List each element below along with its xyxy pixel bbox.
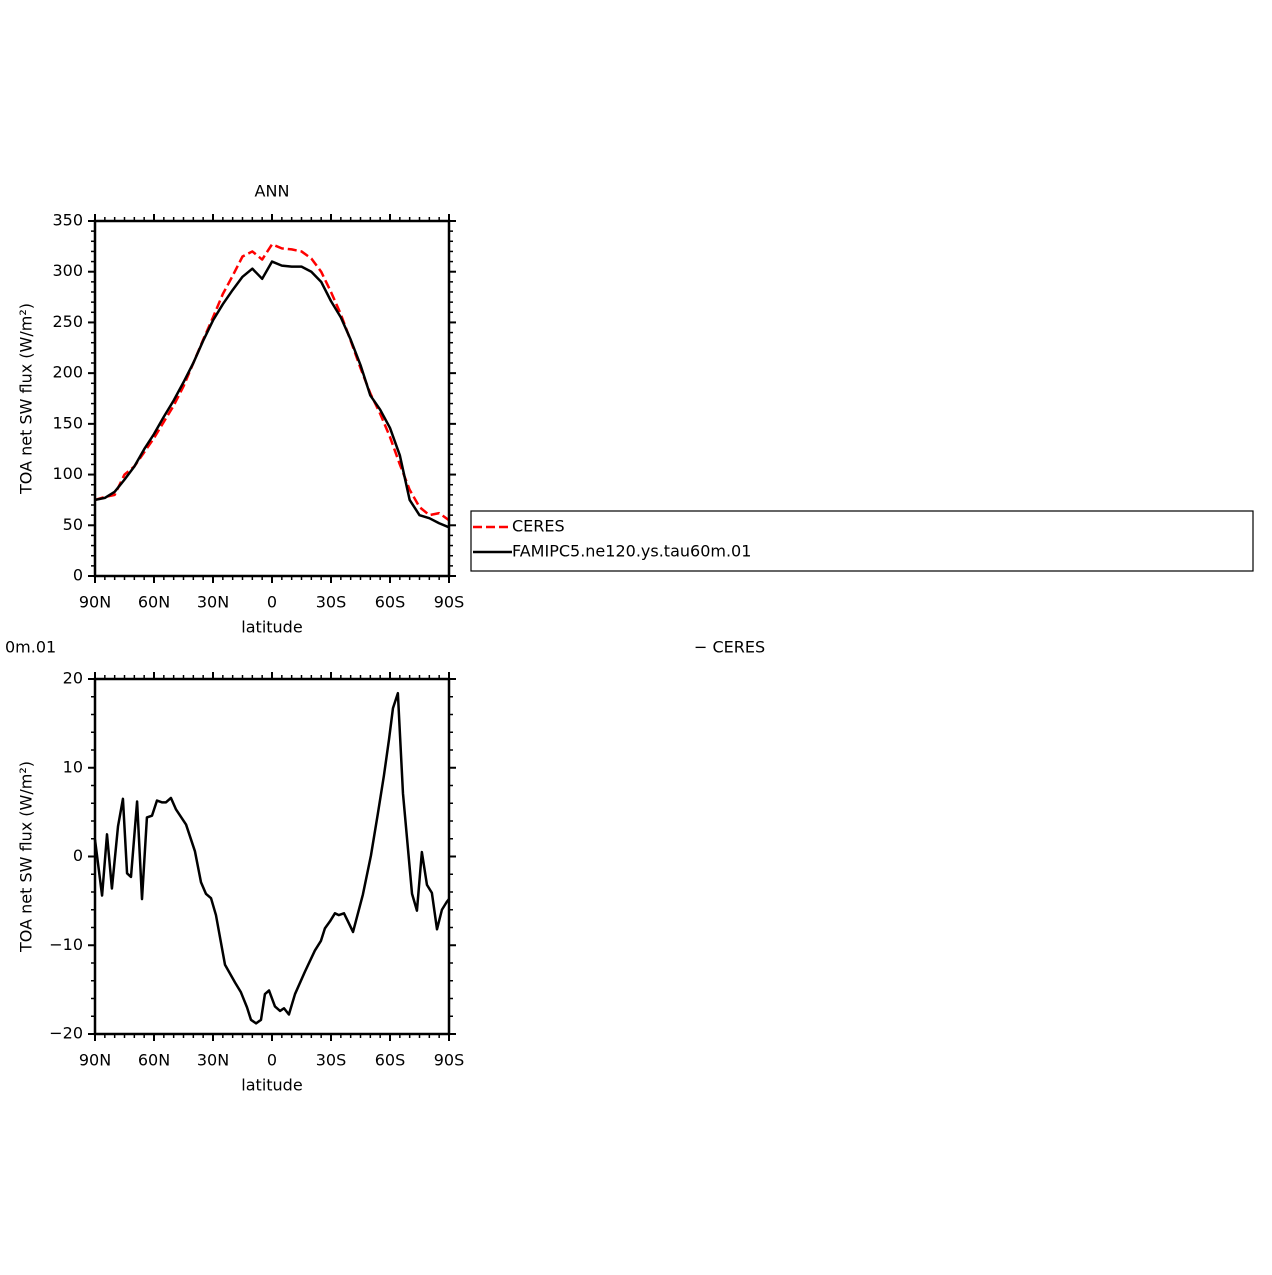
chart-title-fragment: 0m.01 [5, 638, 56, 657]
legend-label: FAMIPC5.ne120.ys.tau60m.01 [512, 542, 751, 561]
y-tick-label: −10 [49, 935, 83, 954]
data-line [94, 243, 450, 522]
y-tick-label: 50 [63, 515, 83, 534]
x-tick-label: 60S [375, 1051, 406, 1070]
y-tick-label: 100 [52, 464, 83, 483]
y-axis-label: TOA net SW flux (W/m²) [17, 303, 36, 495]
x-tick-label: 90N [79, 1051, 111, 1070]
x-tick-label: 0 [267, 1051, 277, 1070]
x-tick-label: 90S [434, 1051, 465, 1070]
y-axis-label: TOA net SW flux (W/m²) [17, 761, 36, 953]
x-tick-label: 30N [197, 1051, 229, 1070]
y-tick-label: 150 [52, 413, 83, 432]
x-tick-label: 60N [138, 593, 170, 612]
legend-label: CERES [512, 517, 565, 536]
y-tick-label: 20 [63, 669, 83, 688]
x-tick-label: 30S [316, 1051, 347, 1070]
y-tick-label: 250 [52, 312, 83, 331]
chart-title-fragment: − CERES [694, 638, 765, 657]
y-tick-label: −20 [49, 1024, 83, 1043]
data-line [94, 260, 450, 529]
y-tick-label: 10 [63, 757, 83, 776]
plot-frame [93, 219, 451, 578]
x-axis-label: latitude [241, 1076, 302, 1095]
data-line [93, 691, 450, 1025]
x-tick-label: 0 [267, 593, 277, 612]
y-tick-label: 300 [52, 261, 83, 280]
x-axis-label: latitude [241, 618, 302, 637]
x-tick-label: 30S [316, 593, 347, 612]
x-tick-label: 90N [79, 593, 111, 612]
x-tick-label: 60N [138, 1051, 170, 1070]
plot-frame [93, 677, 451, 1036]
x-tick-label: 60S [375, 593, 406, 612]
y-tick-label: 0 [73, 566, 83, 585]
x-tick-label: 90S [434, 593, 465, 612]
y-tick-label: 200 [52, 363, 83, 382]
chart-title: ANN [255, 182, 290, 201]
x-tick-label: 30N [197, 593, 229, 612]
y-tick-label: 350 [52, 211, 83, 230]
y-tick-label: 0 [73, 846, 83, 865]
legend-box [470, 510, 1254, 572]
